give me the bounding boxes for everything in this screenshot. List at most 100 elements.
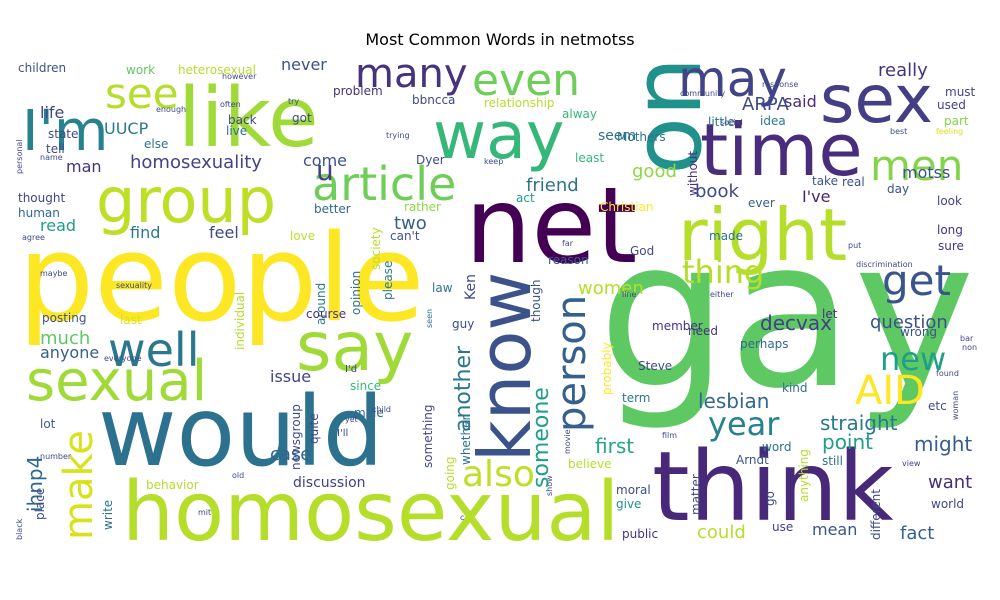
- word-matter: matter: [689, 474, 703, 515]
- word-live: live: [226, 124, 247, 138]
- word-discrimination: discrimination: [856, 260, 913, 269]
- word-found: found: [936, 369, 959, 378]
- word-heterosexual: heterosexual: [178, 63, 256, 77]
- word-women: women: [578, 278, 644, 299]
- word-alway: alway: [562, 107, 597, 121]
- word-also: also: [462, 454, 535, 495]
- word-yet: yet: [345, 415, 358, 424]
- word-steve: Steve: [638, 359, 672, 373]
- word-article: article: [312, 157, 456, 211]
- word-read: read: [40, 216, 76, 235]
- word-show: show: [545, 475, 554, 496]
- word-uucp: UUCP: [104, 119, 149, 138]
- word-film: film: [662, 431, 677, 440]
- word-seem: seem: [598, 128, 636, 144]
- word-go: go: [763, 491, 777, 506]
- word-tell: tell: [46, 142, 65, 156]
- word-please: please: [381, 261, 395, 300]
- word-around: around: [314, 283, 328, 325]
- word-line: line: [622, 290, 637, 299]
- word-someone: someone: [529, 387, 554, 488]
- word-world: world: [931, 497, 964, 511]
- word-point: point: [822, 430, 873, 454]
- word-arpa: ARPA: [742, 94, 790, 115]
- word-believe: believe: [568, 457, 612, 471]
- word-let: let: [822, 307, 838, 321]
- word-year: year: [708, 405, 780, 443]
- word-book: book: [695, 181, 739, 202]
- word-know: know: [463, 272, 547, 462]
- word-however: however: [222, 72, 257, 81]
- word-i-d: I'd: [345, 364, 357, 375]
- word-feel: feel: [209, 223, 239, 242]
- word-black: black: [15, 518, 24, 540]
- word-trying: trying: [386, 131, 410, 140]
- word-look: look: [937, 194, 962, 208]
- word-another: another: [451, 345, 476, 432]
- word-straight: straight: [820, 411, 898, 435]
- word-first: first: [595, 434, 634, 458]
- word-right: right: [678, 193, 847, 277]
- word-idea: idea: [760, 114, 786, 128]
- word-anything: anything: [797, 449, 811, 502]
- word-well: well: [108, 323, 199, 377]
- word-movie: movie: [563, 429, 572, 454]
- word-say: say: [296, 308, 413, 387]
- word-friend: friend: [526, 175, 579, 196]
- word-way: way: [433, 99, 564, 174]
- word-i-ll: I'll: [337, 428, 348, 439]
- word-i-m: I'm: [22, 99, 108, 164]
- word-since: since: [350, 379, 381, 393]
- word-life: life: [40, 103, 64, 122]
- word-must: must: [945, 85, 976, 99]
- word-try: try: [288, 97, 299, 106]
- word-child: child: [372, 405, 391, 414]
- word-part: part: [944, 114, 969, 128]
- word-ever: ever: [748, 196, 775, 210]
- word-would: would: [98, 376, 384, 488]
- word-used: used: [937, 98, 966, 112]
- word-work: work: [126, 63, 155, 77]
- word-see: see: [105, 69, 179, 118]
- word-else: else: [144, 137, 168, 151]
- word-real: real: [842, 175, 865, 189]
- word-fact: fact: [900, 523, 934, 544]
- word-arndt: Arndt: [736, 453, 769, 467]
- word-u: u: [316, 154, 334, 187]
- word-male: male: [354, 406, 384, 420]
- word-society: society: [369, 227, 383, 270]
- word-find: find: [130, 223, 160, 242]
- word-many: many: [355, 54, 468, 97]
- word-bar: bar: [960, 334, 974, 343]
- word-individual: individual: [233, 292, 247, 350]
- word-lot: lot: [40, 417, 56, 431]
- word-good: good: [632, 161, 677, 182]
- word-relationship: relationship: [484, 96, 555, 110]
- word-different: different: [869, 489, 883, 540]
- word-feeling: feeling: [936, 127, 963, 136]
- word-group: group: [96, 164, 276, 237]
- word-question: question: [870, 312, 948, 333]
- word-non: non: [962, 343, 977, 352]
- word-act: act: [516, 191, 535, 205]
- word-one: one: [613, 54, 723, 175]
- word-much: much: [40, 328, 90, 349]
- word-perhaps: perhaps: [740, 337, 789, 351]
- word-think: think: [652, 431, 894, 543]
- word-quite: quite: [307, 413, 321, 444]
- word-whether: whether: [459, 416, 473, 465]
- word-kind: kind: [782, 381, 808, 395]
- word-i-ve: I've: [802, 187, 830, 206]
- word-opinion: opinion: [349, 271, 363, 315]
- word-least: least: [575, 151, 604, 165]
- word-new: new: [880, 340, 946, 378]
- word-even: even: [472, 55, 580, 106]
- word-mothers: Mothers: [617, 130, 666, 144]
- word-long: long: [937, 223, 963, 237]
- word-something: something: [421, 404, 435, 468]
- word-get: get: [882, 256, 951, 305]
- word-back: back: [228, 113, 257, 127]
- word-thought: thought: [18, 191, 65, 205]
- word-problem: problem: [333, 84, 383, 98]
- word-want: want: [928, 472, 972, 493]
